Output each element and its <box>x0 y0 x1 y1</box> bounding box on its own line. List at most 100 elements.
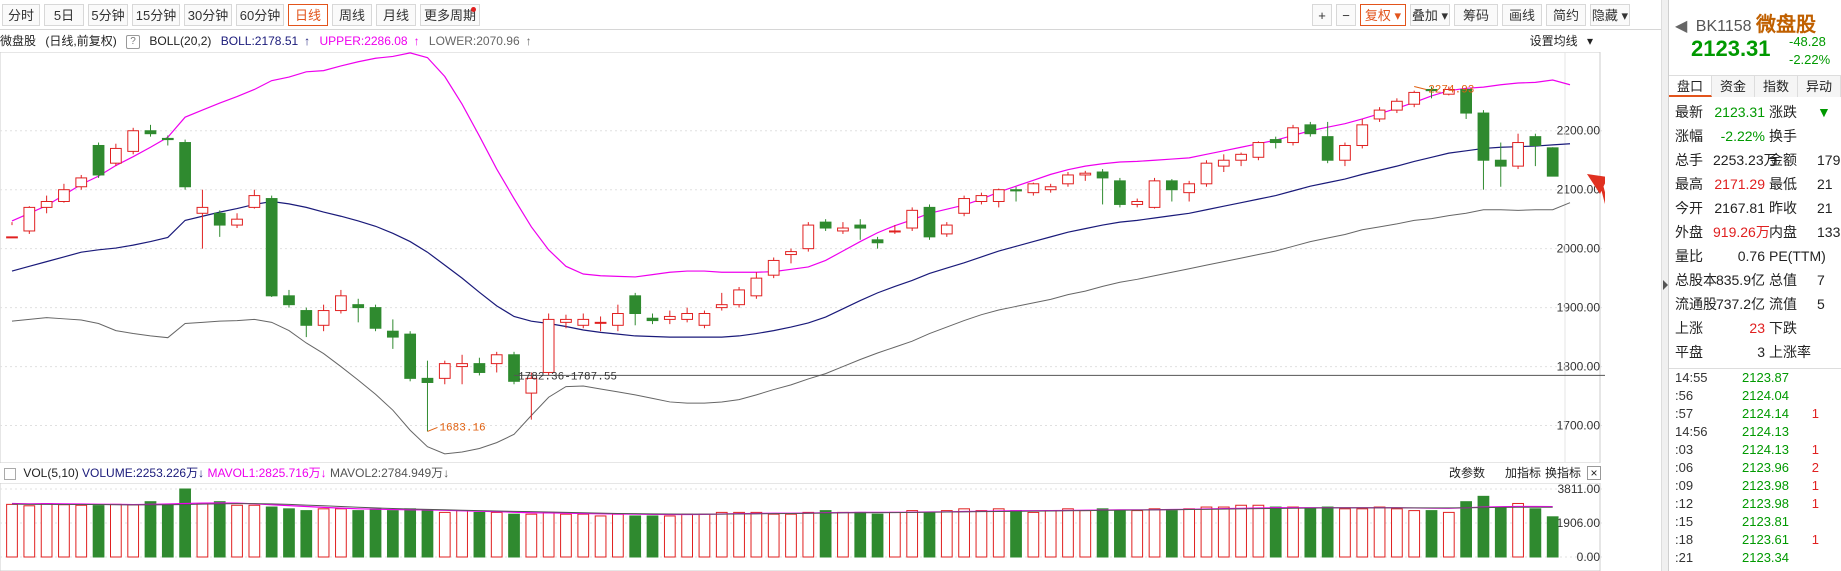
switch-indicator-button[interactable]: 换指标 <box>1544 466 1581 480</box>
vol-bar-8 <box>144 501 157 558</box>
candle-body-85 <box>1477 112 1490 161</box>
vol-bar-21 <box>369 508 382 558</box>
toolbar-right-item-4[interactable]: 筹码 <box>1454 4 1498 26</box>
vol-bar-85 <box>1477 495 1490 558</box>
quote-tab-1[interactable]: 资金 <box>1712 76 1755 97</box>
boll-mid-value: BOLL:2178.51 <box>220 34 299 48</box>
candle-body-34 <box>594 321 607 324</box>
toolbar-right-item-3[interactable]: 叠加 ▾ <box>1410 4 1450 26</box>
candle-body-35 <box>612 313 624 326</box>
high-annotation: 2274.93 <box>1428 85 1474 97</box>
candle-body-1 <box>23 206 36 232</box>
toolbar-item-3[interactable]: 15分钟 <box>132 4 180 26</box>
vol-bar-54 <box>940 510 953 558</box>
candle-body-48 <box>837 227 849 232</box>
toolbar-right-item-2[interactable]: 复权 ▾ <box>1360 4 1406 26</box>
candle-body-53 <box>923 206 936 238</box>
candle-body-27 <box>473 363 486 373</box>
vol-bar-88 <box>1529 508 1542 558</box>
vol-bar-40 <box>698 513 711 558</box>
toolbar-item-9[interactable]: 更多周期 <box>420 4 480 26</box>
candle-body-41 <box>715 304 728 309</box>
quote-tab-2[interactable]: 指数 <box>1755 76 1798 97</box>
change-params-button[interactable]: 改参数 <box>1448 466 1485 480</box>
candle-body-6 <box>110 147 122 164</box>
toolbar-item-5[interactable]: 60分钟 <box>236 4 284 26</box>
toolbar-item-4[interactable]: 30分钟 <box>184 4 232 26</box>
quote-label-8: 流通股 <box>1675 296 1717 312</box>
toolbar-item-8[interactable]: 月线 <box>376 4 416 26</box>
vol-bar-33 <box>577 513 590 558</box>
panel-splitter[interactable] <box>1661 0 1668 571</box>
help-icon[interactable]: ? <box>126 34 141 49</box>
candle-body-56 <box>975 195 988 202</box>
candle-body-67 <box>1165 180 1178 191</box>
candle-body-8 <box>144 130 157 135</box>
toolbar-item-2[interactable]: 5分钟 <box>88 4 128 26</box>
quote-panel: ◀ BK1158 微盘股 2123.31 -48.28 -2.22% 盘口 资金指… <box>1668 0 1841 571</box>
candle-body-65 <box>1131 200 1144 205</box>
toolbar-item-6[interactable]: 日线 <box>288 4 328 26</box>
candle-body-36 <box>629 295 642 315</box>
candle-body-82 <box>1425 88 1438 92</box>
candle-body-78 <box>1356 124 1369 146</box>
toolbar-item-0[interactable]: 分时 <box>2 4 40 26</box>
add-indicator-button[interactable]: 加指标 <box>1504 466 1541 480</box>
toolbar-right-item-1[interactable]: − <box>1336 4 1356 26</box>
candle-body-69 <box>1200 162 1213 185</box>
toolbar-item-1[interactable]: 5日 <box>44 4 84 26</box>
candle-body-51 <box>889 230 901 233</box>
toolbar-right-item-7[interactable]: 隐藏 ▾ <box>1590 4 1630 26</box>
vol-bar-13 <box>231 504 243 558</box>
quote-value-0: 2123.31 <box>1714 104 1765 120</box>
back-arrow-icon[interactable]: ◀ <box>1675 18 1688 35</box>
candle-body-86 <box>1494 159 1507 167</box>
volume-chart-svg: 3811.00 1906.00 0.00 <box>0 483 1605 571</box>
vol-bar-80 <box>1391 508 1403 558</box>
collapse-arrow-icon[interactable] <box>1663 280 1668 290</box>
candle-body-54 <box>940 224 953 235</box>
candle-body-29 <box>508 354 520 382</box>
vol-bar-51 <box>889 511 901 558</box>
candle-body-79 <box>1373 109 1386 120</box>
quote-label2-9: 下跌 <box>1769 320 1797 336</box>
toolbar-right-item-6[interactable]: 简约 <box>1546 4 1586 26</box>
price-chart-svg: 1700.00 1800.00 1900.00 2000.00 2100.00 2200.… <box>0 52 1605 463</box>
candle-body-62 <box>1079 172 1092 176</box>
y-tick-0: 1700.00 <box>1557 419 1601 433</box>
tick-row: :56 2124.04 <box>1675 388 1789 403</box>
candle-body-24 <box>421 377 434 383</box>
low-annotation: 1683.16 <box>439 422 485 434</box>
boll-label[interactable]: BOLL(20,2) <box>149 34 212 48</box>
vol-bar-89 <box>1546 516 1559 558</box>
vol-collapse-icon[interactable] <box>4 467 16 480</box>
set-ma-button[interactable]: 设置均线 ▾ <box>1529 34 1593 48</box>
vol-label[interactable]: VOL(5,10) <box>23 466 79 480</box>
vol-bar-45 <box>785 513 797 558</box>
vol-bar-38 <box>663 515 676 558</box>
new-dot-icon <box>471 7 476 12</box>
close-icon[interactable]: × <box>1587 466 1601 480</box>
quote-label-10: 平盘 <box>1675 344 1703 360</box>
candle-body-31 <box>542 318 555 373</box>
toolbar-right-item-5[interactable]: 画线 <box>1502 4 1542 26</box>
quote-tab-0[interactable]: 盘口 <box>1669 76 1712 97</box>
quote-value2-0: ▼ <box>1817 104 1831 120</box>
vol-bar-23 <box>404 508 417 558</box>
candle-body-3 <box>58 189 70 202</box>
candle-body-13 <box>231 218 243 226</box>
vol-bar-20 <box>352 510 365 558</box>
vol-bar-27 <box>473 511 486 558</box>
candle-body-89 <box>1546 147 1559 177</box>
vol-bar-41 <box>715 511 728 558</box>
quote-tab-3[interactable]: 异动 <box>1798 76 1841 97</box>
toolbar-item-7[interactable]: 周线 <box>332 4 372 26</box>
vol-bar-47 <box>819 510 832 558</box>
candle-body-20 <box>352 304 365 309</box>
toolbar-right-item-0[interactable]: + <box>1312 4 1332 26</box>
tick-list: 14:55 2123.87:56 2124.04:57 2124.14 1 14:56 21… <box>1669 368 1841 565</box>
candle-body-16 <box>283 295 295 306</box>
candle-body-76 <box>1321 136 1334 161</box>
vol-bar-9 <box>161 504 174 558</box>
pointer-arrow-line <box>1598 178 1605 205</box>
